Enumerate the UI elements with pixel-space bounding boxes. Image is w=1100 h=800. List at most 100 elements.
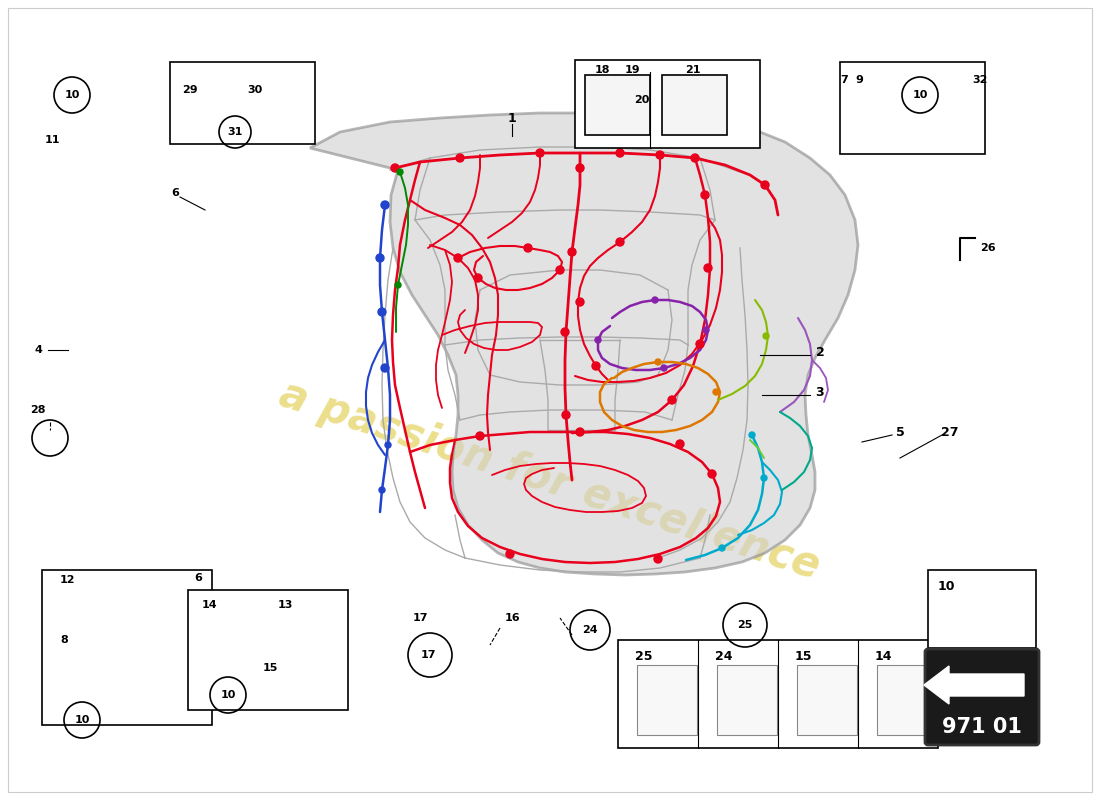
Bar xyxy=(798,665,857,735)
Circle shape xyxy=(616,238,624,246)
Text: 14: 14 xyxy=(874,650,892,662)
Bar xyxy=(575,60,760,148)
Bar xyxy=(877,665,937,735)
Text: 17: 17 xyxy=(412,613,428,623)
Circle shape xyxy=(556,266,564,274)
Circle shape xyxy=(576,428,584,436)
Text: 24: 24 xyxy=(582,625,597,635)
Text: 11: 11 xyxy=(44,135,59,145)
Circle shape xyxy=(661,365,667,371)
Circle shape xyxy=(713,389,719,395)
Text: 10: 10 xyxy=(912,90,927,100)
Text: 8: 8 xyxy=(60,635,68,645)
Circle shape xyxy=(592,362,600,370)
Bar xyxy=(170,62,315,144)
Text: 9: 9 xyxy=(855,75,862,85)
Text: 24: 24 xyxy=(715,650,733,662)
Text: 29: 29 xyxy=(183,85,198,95)
Circle shape xyxy=(381,201,389,209)
Bar xyxy=(662,75,727,135)
Text: 6: 6 xyxy=(172,188,179,198)
Circle shape xyxy=(576,298,584,306)
Circle shape xyxy=(390,164,399,172)
Bar xyxy=(618,640,938,748)
FancyBboxPatch shape xyxy=(925,649,1040,745)
Circle shape xyxy=(719,545,725,551)
Circle shape xyxy=(454,254,462,262)
Circle shape xyxy=(378,308,386,316)
Bar xyxy=(717,665,777,735)
Circle shape xyxy=(385,442,390,448)
Text: 10: 10 xyxy=(220,690,235,700)
Circle shape xyxy=(536,149,544,157)
Text: 20: 20 xyxy=(635,95,650,105)
Circle shape xyxy=(506,550,514,558)
Text: 32: 32 xyxy=(972,75,988,85)
Circle shape xyxy=(524,244,532,252)
Text: 7: 7 xyxy=(840,75,848,85)
Circle shape xyxy=(568,248,576,256)
Text: 14: 14 xyxy=(202,600,218,610)
Circle shape xyxy=(476,432,484,440)
Text: 15: 15 xyxy=(795,650,813,662)
Text: 19: 19 xyxy=(625,65,640,75)
Text: 25: 25 xyxy=(737,620,752,630)
Text: 12: 12 xyxy=(60,575,76,585)
Text: 21: 21 xyxy=(685,65,701,75)
Bar xyxy=(585,75,650,135)
Text: 27: 27 xyxy=(942,426,959,438)
Text: 16: 16 xyxy=(505,613,520,623)
Circle shape xyxy=(761,475,767,481)
Circle shape xyxy=(763,333,769,339)
Text: 3: 3 xyxy=(816,386,824,398)
Text: 18: 18 xyxy=(595,65,610,75)
FancyArrow shape xyxy=(924,666,1024,704)
Circle shape xyxy=(676,440,684,448)
Polygon shape xyxy=(310,113,858,575)
Circle shape xyxy=(703,327,710,333)
Text: 4: 4 xyxy=(34,345,42,355)
Text: 31: 31 xyxy=(228,127,243,137)
Bar xyxy=(188,590,348,710)
Circle shape xyxy=(701,191,710,199)
Text: 6: 6 xyxy=(194,573,202,583)
Circle shape xyxy=(595,337,601,343)
Circle shape xyxy=(381,364,389,372)
Text: 15: 15 xyxy=(262,663,277,673)
Text: 17: 17 xyxy=(420,650,436,660)
Circle shape xyxy=(656,151,664,159)
Circle shape xyxy=(668,396,676,404)
Text: 13: 13 xyxy=(277,600,293,610)
Circle shape xyxy=(562,411,570,419)
Text: 2: 2 xyxy=(815,346,824,358)
Text: 28: 28 xyxy=(31,405,46,415)
Text: 5: 5 xyxy=(895,426,904,438)
Circle shape xyxy=(379,487,385,493)
Bar xyxy=(42,570,212,725)
Circle shape xyxy=(654,359,661,365)
Bar xyxy=(928,570,1036,648)
Circle shape xyxy=(376,254,384,262)
Circle shape xyxy=(576,164,584,172)
Circle shape xyxy=(397,169,403,175)
Bar xyxy=(840,62,984,154)
Bar xyxy=(637,665,697,735)
Circle shape xyxy=(704,264,712,272)
Circle shape xyxy=(474,274,482,282)
Circle shape xyxy=(761,181,769,189)
Text: 10: 10 xyxy=(64,90,79,100)
Text: 25: 25 xyxy=(635,650,652,662)
Text: 26: 26 xyxy=(980,243,996,253)
Circle shape xyxy=(696,340,704,348)
Circle shape xyxy=(456,154,464,162)
Circle shape xyxy=(654,555,662,563)
Circle shape xyxy=(691,154,698,162)
Circle shape xyxy=(652,297,658,303)
Text: 10: 10 xyxy=(75,715,90,725)
Circle shape xyxy=(561,328,569,336)
Text: 971 01: 971 01 xyxy=(942,717,1022,737)
Text: 1: 1 xyxy=(507,112,516,125)
Circle shape xyxy=(616,149,624,157)
Text: a passion for excellence: a passion for excellence xyxy=(274,373,826,587)
Circle shape xyxy=(708,470,716,478)
